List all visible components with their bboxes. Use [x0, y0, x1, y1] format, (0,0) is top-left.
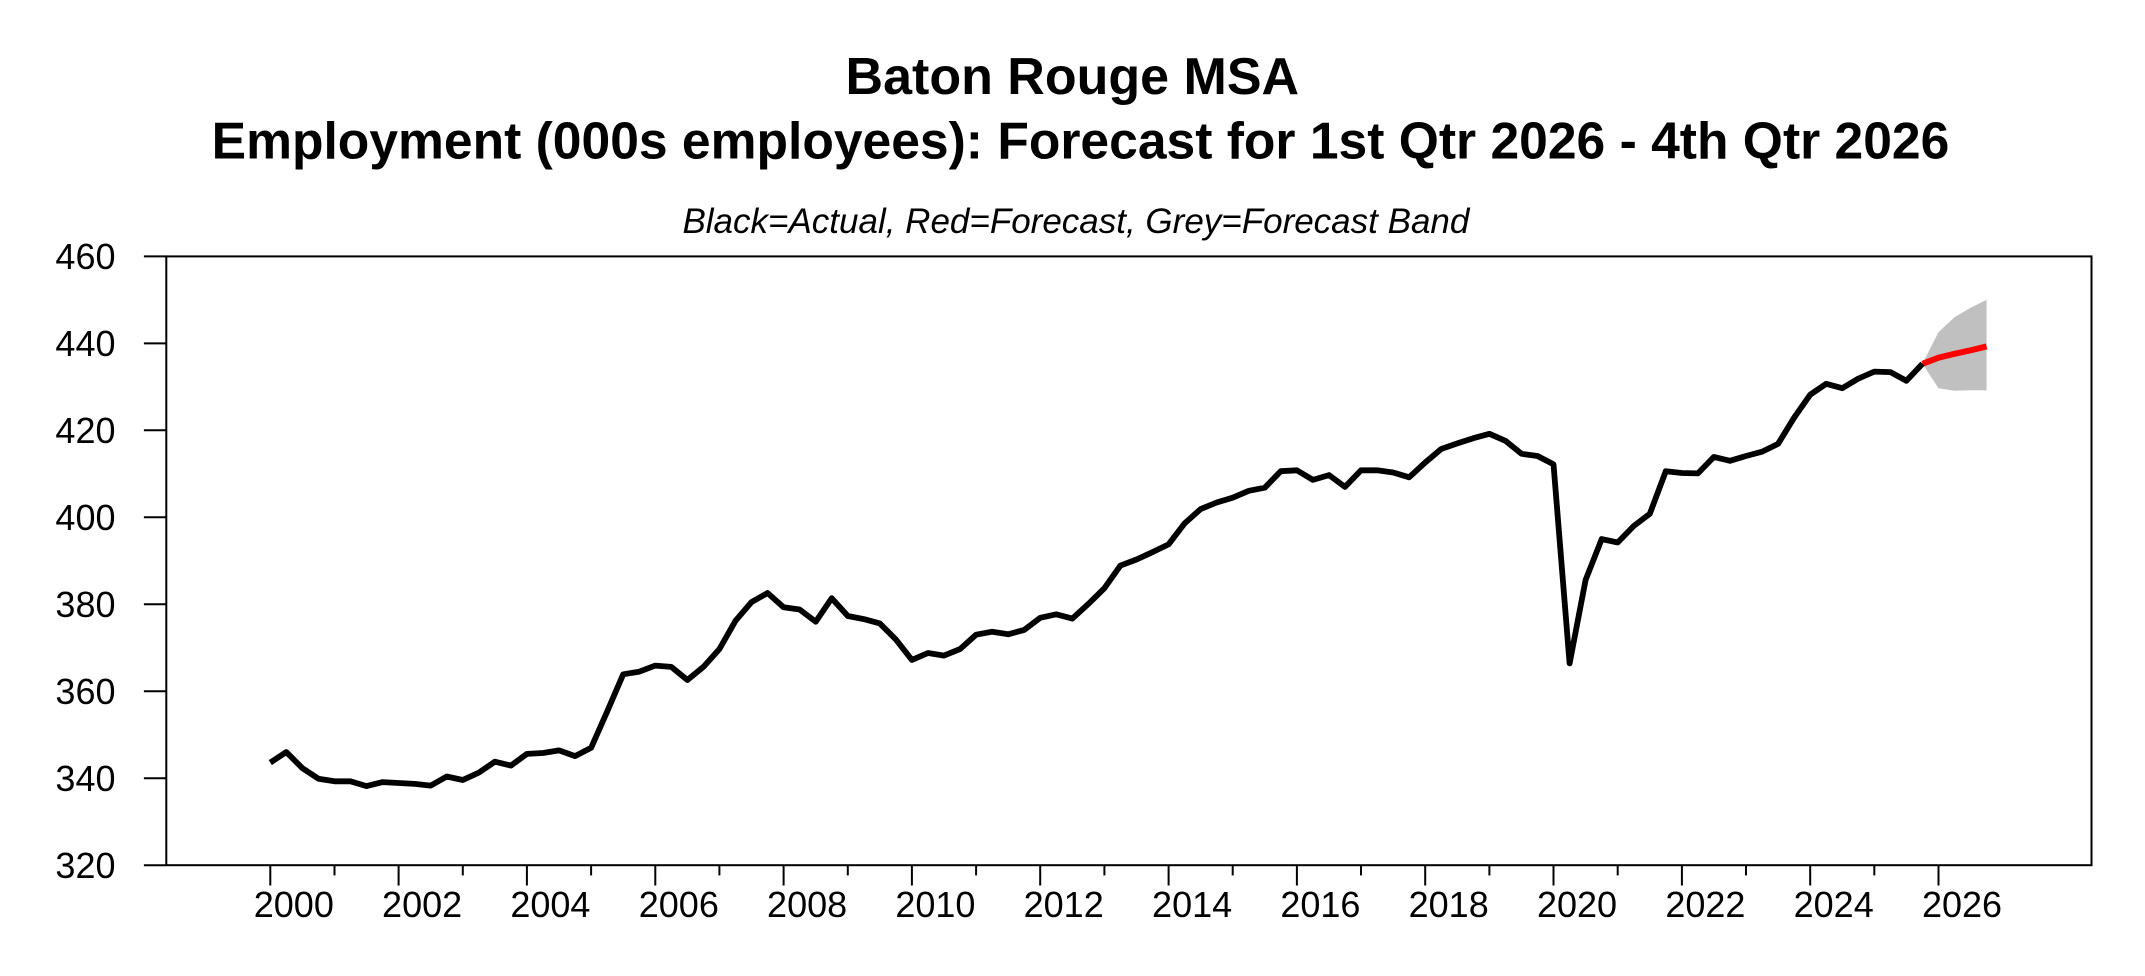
- svg-text:2002: 2002: [382, 884, 462, 925]
- svg-text:380: 380: [55, 584, 115, 625]
- svg-text:340: 340: [55, 758, 115, 799]
- svg-text:2014: 2014: [1152, 884, 1232, 925]
- svg-text:360: 360: [55, 671, 115, 712]
- svg-text:Baton Rouge MSA: Baton Rouge MSA: [846, 48, 1300, 106]
- svg-text:2020: 2020: [1537, 884, 1617, 925]
- svg-text:400: 400: [55, 497, 115, 538]
- svg-text:460: 460: [55, 236, 115, 277]
- svg-text:2006: 2006: [639, 884, 719, 925]
- svg-text:2008: 2008: [767, 884, 847, 925]
- svg-text:320: 320: [55, 845, 115, 886]
- svg-text:2010: 2010: [895, 884, 975, 925]
- svg-text:2018: 2018: [1409, 884, 1489, 925]
- svg-text:Black=Actual, Red=Forecast, Gr: Black=Actual, Red=Forecast, Grey=Forecas…: [682, 202, 1470, 241]
- svg-text:2012: 2012: [1024, 884, 1104, 925]
- svg-text:440: 440: [55, 323, 115, 364]
- svg-text:420: 420: [55, 410, 115, 451]
- svg-text:2000: 2000: [254, 884, 334, 925]
- svg-text:2004: 2004: [510, 884, 590, 925]
- svg-text:2022: 2022: [1665, 884, 1745, 925]
- svg-text:2024: 2024: [1794, 884, 1874, 925]
- svg-text:2026: 2026: [1922, 884, 2002, 925]
- svg-text:2016: 2016: [1280, 884, 1360, 925]
- svg-text:Employment (000s employees): F: Employment (000s employees): Forecast fo…: [212, 112, 1950, 170]
